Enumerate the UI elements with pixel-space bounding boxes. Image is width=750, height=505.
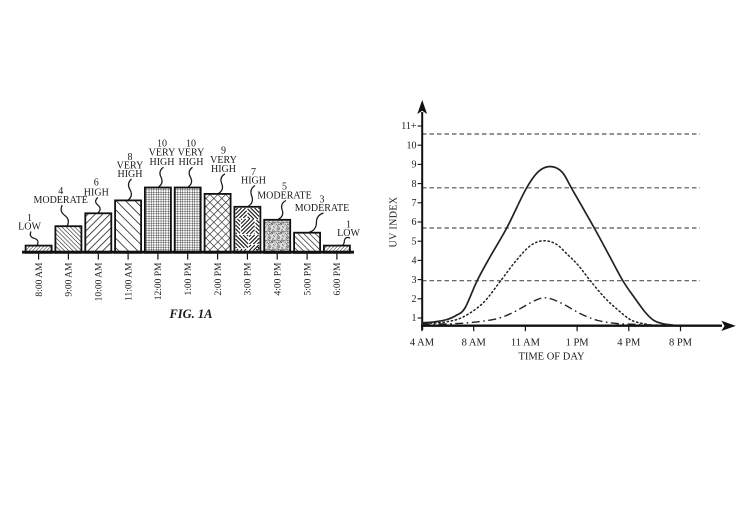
- svg-text:HIGH: HIGH: [150, 157, 175, 168]
- svg-text:1 PM: 1 PM: [566, 338, 590, 349]
- svg-text:12:00 PM: 12:00 PM: [154, 262, 164, 300]
- svg-text:HIGH: HIGH: [241, 176, 266, 187]
- svg-text:3:00 PM: 3:00 PM: [244, 262, 254, 296]
- svg-text:7: 7: [251, 167, 256, 178]
- svg-text:MODERATE: MODERATE: [33, 195, 87, 206]
- svg-text:1: 1: [412, 313, 417, 324]
- svg-text:HIGH: HIGH: [84, 188, 109, 199]
- svg-text:MODERATE: MODERATE: [257, 191, 311, 202]
- svg-text:2:00 PM: 2:00 PM: [214, 262, 224, 296]
- svg-text:VERY: VERY: [149, 148, 176, 159]
- svg-text:5:00 PM: 5:00 PM: [303, 262, 313, 296]
- svg-text:4: 4: [58, 186, 63, 197]
- svg-text:10: 10: [186, 139, 196, 150]
- svg-text:8 PM: 8 PM: [669, 338, 693, 349]
- svg-text:3: 3: [320, 195, 325, 206]
- svg-text:4 PM: 4 PM: [617, 338, 641, 349]
- svg-text:8 AM: 8 AM: [462, 338, 487, 349]
- svg-text:LOW: LOW: [18, 222, 41, 233]
- svg-text:TIME OF DAY: TIME OF DAY: [518, 352, 585, 363]
- svg-text:11:00 AM: 11:00 AM: [124, 262, 134, 301]
- svg-text:4 AM: 4 AM: [410, 338, 435, 349]
- svg-text:5: 5: [412, 236, 417, 247]
- svg-text:6:00 PM: 6:00 PM: [333, 262, 343, 296]
- svg-text:6: 6: [94, 178, 99, 189]
- svg-text:VERY: VERY: [210, 155, 237, 166]
- svg-text:6: 6: [412, 217, 417, 228]
- svg-text:VERY: VERY: [178, 148, 205, 159]
- svg-text:HIGH: HIGH: [118, 169, 143, 180]
- svg-text:1: 1: [27, 213, 32, 224]
- svg-text:HIGH: HIGH: [179, 157, 204, 168]
- svg-text:4: 4: [412, 256, 417, 267]
- svg-text:8: 8: [412, 179, 417, 190]
- svg-text:MODERATE: MODERATE: [295, 203, 349, 214]
- svg-text:9: 9: [412, 160, 417, 171]
- svg-text:10:00 AM: 10:00 AM: [95, 262, 105, 301]
- svg-text:UV INDEX: UV INDEX: [389, 196, 400, 247]
- svg-text:2: 2: [412, 294, 417, 305]
- svg-text:4:00 PM: 4:00 PM: [274, 262, 284, 296]
- svg-text:3: 3: [412, 275, 417, 286]
- svg-text:11 AM: 11 AM: [511, 338, 541, 349]
- svg-text:9: 9: [221, 146, 226, 157]
- svg-text:LOW: LOW: [337, 228, 360, 239]
- svg-text:VERY: VERY: [117, 161, 144, 172]
- svg-text:5: 5: [282, 182, 287, 193]
- svg-text:1:00 PM: 1:00 PM: [184, 262, 194, 296]
- svg-text:HIGH: HIGH: [211, 164, 236, 175]
- svg-text:9:00 AM: 9:00 AM: [65, 262, 75, 297]
- svg-text:FIG. 1A: FIG. 1A: [168, 307, 212, 321]
- svg-text:10: 10: [157, 139, 167, 150]
- svg-text:8: 8: [128, 152, 133, 163]
- svg-text:10: 10: [407, 140, 417, 151]
- svg-text:11+: 11+: [401, 121, 417, 132]
- svg-text:7: 7: [412, 198, 417, 209]
- svg-text:1: 1: [346, 220, 351, 231]
- svg-text:8:00 AM: 8:00 AM: [35, 262, 45, 297]
